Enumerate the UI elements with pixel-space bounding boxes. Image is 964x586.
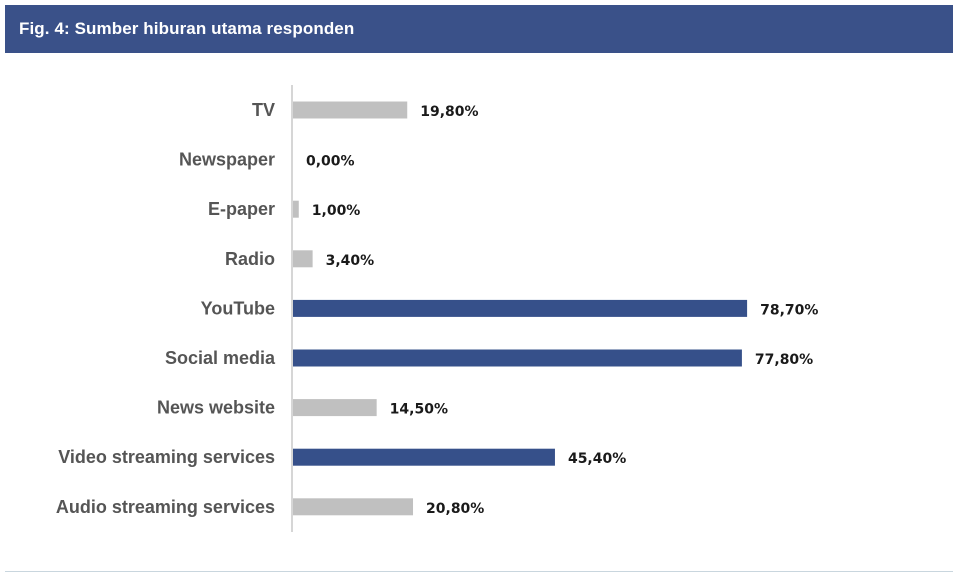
bar-chart-svg: TV 19,80% Newspaper 0,00% E-paper 1,00% Radio 3…: [56, 85, 818, 532]
bar: [293, 299, 748, 317]
category-label: Social media: [165, 348, 276, 368]
bar: [293, 448, 555, 466]
category-label: TV: [252, 100, 275, 120]
bar: [293, 200, 299, 218]
bar: [293, 250, 313, 268]
category-label: Audio streaming services: [56, 497, 275, 517]
data-label: 20,80%: [426, 501, 484, 517]
data-label: 77,80%: [755, 352, 813, 368]
data-label: 0,00%: [306, 154, 355, 170]
bar: [293, 101, 408, 119]
bar-chart: TV 19,80% Newspaper 0,00% E-paper 1,00% Radio 3…: [0, 53, 964, 573]
data-label: 14,50%: [390, 402, 448, 418]
chart-title: Fig. 4: Sumber hiburan utama responden: [19, 19, 355, 38]
category-label: News website: [157, 398, 275, 418]
data-label: 45,40%: [568, 451, 626, 467]
category-label: Video streaming services: [58, 447, 275, 467]
bar: [293, 498, 414, 516]
category-label: YouTube: [201, 298, 275, 318]
data-label: 3,40%: [326, 253, 375, 269]
bar: [293, 399, 377, 417]
data-label: 1,00%: [312, 203, 361, 219]
bar: [293, 349, 742, 367]
data-label: 19,80%: [420, 104, 478, 120]
category-label: Newspaper: [179, 150, 275, 170]
chart-title-bar: Fig. 4: Sumber hiburan utama responden: [5, 5, 953, 53]
data-label: 78,70%: [760, 302, 818, 318]
bottom-divider: [5, 571, 953, 572]
category-label: Radio: [225, 249, 275, 269]
category-label: E-paper: [208, 199, 275, 219]
